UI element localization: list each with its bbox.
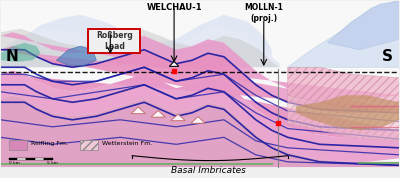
Polygon shape <box>1 1 399 167</box>
Polygon shape <box>288 1 399 67</box>
Text: Wetterstein Fm.: Wetterstein Fm. <box>102 141 152 146</box>
Text: 0 km: 0 km <box>9 161 20 165</box>
Polygon shape <box>171 114 185 121</box>
Bar <box>35 158 44 160</box>
Polygon shape <box>1 71 399 162</box>
Bar <box>44 158 52 160</box>
Polygon shape <box>288 67 399 113</box>
Polygon shape <box>131 107 145 114</box>
Bar <box>26 158 35 160</box>
Polygon shape <box>17 15 272 57</box>
Text: N: N <box>6 49 18 64</box>
Polygon shape <box>296 95 399 130</box>
Polygon shape <box>169 61 179 66</box>
Polygon shape <box>151 111 165 117</box>
Polygon shape <box>191 117 205 123</box>
Text: S: S <box>382 49 393 64</box>
Polygon shape <box>288 95 399 141</box>
Text: Basal Imbricates: Basal Imbricates <box>170 166 246 175</box>
Text: 5 km: 5 km <box>47 161 58 165</box>
Polygon shape <box>1 95 399 167</box>
Bar <box>18 158 26 160</box>
Bar <box>80 140 98 150</box>
Polygon shape <box>1 25 280 67</box>
Polygon shape <box>328 1 399 50</box>
Polygon shape <box>1 43 40 62</box>
Polygon shape <box>1 29 280 67</box>
Text: Reifling Fm.: Reifling Fm. <box>30 141 68 146</box>
Polygon shape <box>1 46 399 137</box>
Text: MOLLN-1
(proj.): MOLLN-1 (proj.) <box>244 3 283 23</box>
Text: Roßberg
Lead: Roßberg Lead <box>96 31 133 51</box>
Bar <box>88 29 140 53</box>
Bar <box>9 140 27 150</box>
Polygon shape <box>1 32 399 113</box>
Polygon shape <box>56 46 96 66</box>
Bar <box>9 158 18 160</box>
Text: WELCHAU-1: WELCHAU-1 <box>146 3 202 12</box>
